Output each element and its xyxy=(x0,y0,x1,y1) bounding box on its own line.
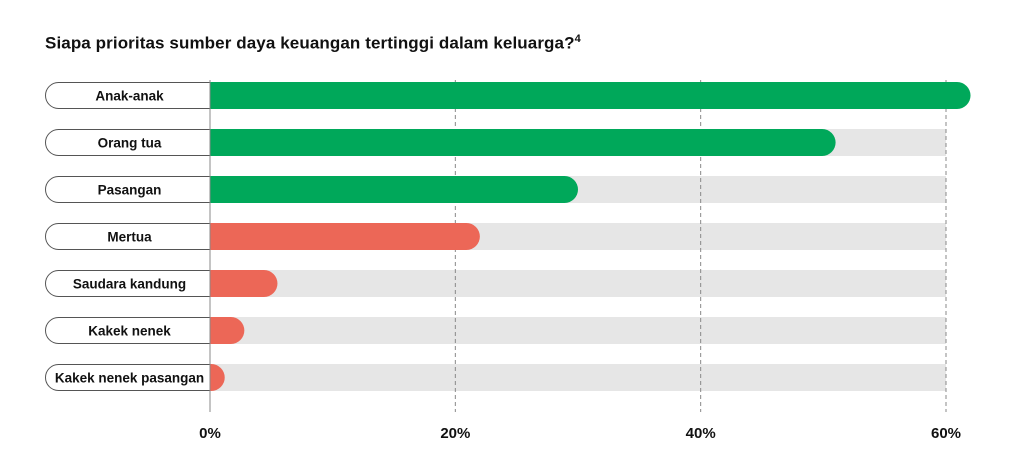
bar xyxy=(210,317,245,344)
category-label: Orang tua xyxy=(98,136,162,151)
chart-title: Siapa prioritas sumber daya keuangan ter… xyxy=(45,33,581,54)
category-label: Saudara kandung xyxy=(73,277,186,292)
category-pill xyxy=(45,176,210,203)
category-pill xyxy=(45,82,210,109)
bar-track xyxy=(210,317,946,344)
category-pill xyxy=(45,223,210,250)
bar xyxy=(210,82,971,109)
category-pill xyxy=(45,129,210,156)
bar xyxy=(210,176,578,203)
category-label: Kakek nenek pasangan xyxy=(55,371,204,386)
title-footnote: 4 xyxy=(574,33,581,45)
bar xyxy=(210,129,836,156)
x-tick-label: 20% xyxy=(440,425,470,442)
bar-track xyxy=(210,364,946,391)
bar xyxy=(210,270,278,297)
bar xyxy=(210,364,225,391)
category-pill xyxy=(45,317,210,344)
category-label: Pasangan xyxy=(98,183,162,198)
category-label: Anak-anak xyxy=(95,89,164,104)
x-tick-label: 0% xyxy=(199,425,221,442)
chart-title-text: Siapa prioritas sumber daya keuangan ter… xyxy=(45,33,575,53)
bar-track xyxy=(210,270,946,297)
category-pill xyxy=(45,270,210,297)
category-label: Mertua xyxy=(107,230,152,245)
x-tick-label: 60% xyxy=(931,425,961,442)
x-tick-label: 40% xyxy=(686,425,716,442)
bar xyxy=(210,223,480,250)
category-label: Kakek nenek xyxy=(88,324,171,339)
category-pill xyxy=(45,364,210,391)
